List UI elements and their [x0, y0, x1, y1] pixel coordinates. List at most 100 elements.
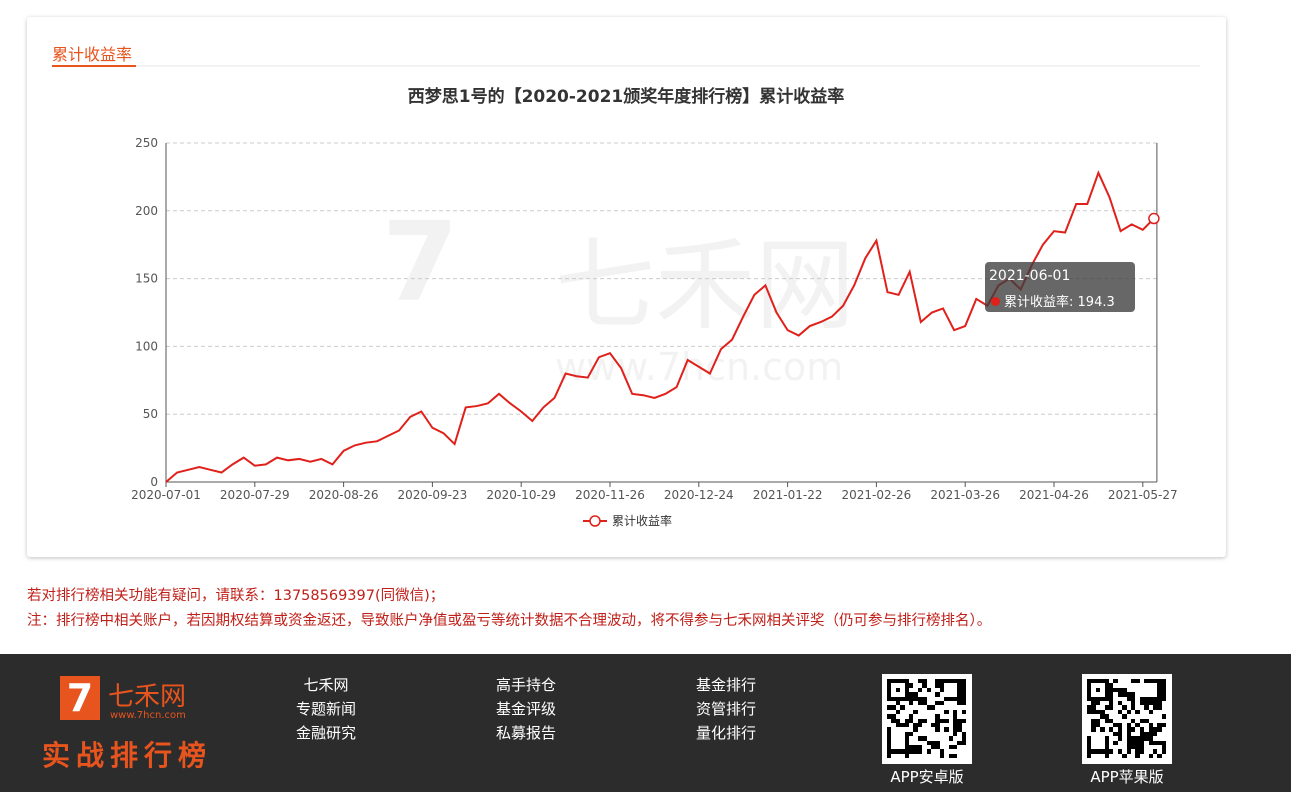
qr-cell — [1091, 696, 1096, 701]
qr-cell — [935, 714, 940, 719]
qr-cell — [1100, 749, 1105, 754]
section-title: 累计收益率 — [52, 45, 132, 64]
qr-cell — [1104, 692, 1109, 697]
app-label[interactable]: APP安卓版 — [890, 768, 964, 786]
qr-cell — [1095, 679, 1101, 684]
qr-cell — [1104, 718, 1109, 723]
qr-cell — [1131, 740, 1136, 745]
qr-cell — [1135, 723, 1140, 728]
footer-link[interactable]: 专题新闻 — [295, 700, 356, 718]
x-tick-label: 2020-08-26 — [309, 488, 379, 502]
tooltip-value: 194.3 — [1077, 295, 1115, 310]
qr-cell — [961, 736, 967, 741]
qr-cell — [913, 696, 918, 701]
hover-point — [1148, 212, 1160, 225]
qr-cell — [900, 696, 905, 701]
qr-cell — [887, 740, 892, 745]
qr-cell — [1161, 745, 1167, 750]
qr-cell — [957, 679, 962, 684]
footer-link[interactable]: 资管排行 — [695, 700, 756, 718]
qr-cell — [913, 692, 918, 697]
qr-cell — [1104, 753, 1109, 759]
qr-cell — [1095, 701, 1101, 706]
qr-cell — [1148, 740, 1153, 745]
footer-link[interactable]: 基金评级 — [495, 700, 556, 718]
qr-cell — [1161, 696, 1167, 701]
qr-cell — [1109, 749, 1114, 754]
qr-cell — [1117, 727, 1123, 732]
qr-cell — [887, 745, 892, 750]
qr-cell — [904, 753, 909, 759]
footer-link[interactable]: 七禾网 — [303, 676, 349, 694]
qr-cell — [1153, 731, 1158, 737]
qr-cell — [1087, 749, 1092, 754]
qr-cell — [1126, 749, 1131, 754]
x-tick-label: 2020-11-26 — [575, 488, 645, 502]
qr-cell — [957, 696, 962, 701]
qr-cell — [944, 696, 949, 701]
qr-cell — [961, 709, 967, 715]
qr-cell — [1131, 696, 1136, 701]
qr-cell — [887, 692, 892, 697]
qr-cell — [891, 696, 896, 701]
qr-cell — [1113, 731, 1118, 737]
qr-cell — [1148, 753, 1153, 759]
y-tick-label: 50 — [143, 407, 158, 421]
qr-cell — [926, 687, 931, 693]
qr-cell — [1104, 679, 1109, 684]
qr-cell — [961, 692, 967, 697]
chart-title: 西梦思1号的【2020-2021颁奖年度排行榜】累计收益率 — [408, 86, 845, 107]
qr-cell — [917, 701, 923, 706]
qr-cell — [887, 683, 892, 688]
qr-cell — [1126, 727, 1131, 732]
qr-cell — [922, 696, 927, 701]
qr-cell — [900, 705, 905, 710]
qr-cell — [913, 727, 918, 732]
qr-cell — [1131, 745, 1136, 750]
qr-cell — [1131, 679, 1136, 684]
qr-cell — [957, 687, 962, 693]
qr-cell — [953, 696, 958, 701]
qr-cell — [904, 740, 909, 745]
qr-cell — [1126, 723, 1131, 728]
qr-cell — [961, 740, 967, 745]
qr-cell — [1148, 709, 1153, 715]
qr-cell — [904, 687, 909, 693]
qr-cell — [895, 718, 901, 723]
y-tick-label: 100 — [135, 339, 158, 353]
qr-cell — [957, 740, 962, 745]
qr-cell — [1095, 709, 1101, 715]
qr-cell — [917, 687, 923, 693]
qr-cell — [1095, 749, 1101, 754]
qr-code — [882, 674, 972, 764]
qr-cell — [887, 714, 892, 719]
qr-cell — [948, 753, 953, 759]
qr-cell — [913, 745, 918, 750]
qr-cell — [1087, 740, 1092, 745]
qr-cell — [1153, 749, 1158, 754]
qr-cell — [1135, 740, 1140, 745]
qr-cell — [1122, 753, 1127, 759]
qr-cell — [1144, 679, 1149, 684]
app-label[interactable]: APP苹果版 — [1090, 768, 1164, 786]
qr-cell — [957, 723, 962, 728]
footer-link[interactable]: 私募报告 — [495, 724, 556, 742]
qr-cell — [1091, 727, 1096, 732]
footer-link[interactable]: 金融研究 — [295, 724, 356, 742]
qr-cell — [953, 718, 958, 723]
qr-cell — [1153, 701, 1158, 706]
x-tick-label: 2021-03-26 — [930, 488, 1000, 502]
qr-cell — [1139, 718, 1145, 723]
qr-cell — [1117, 687, 1123, 693]
watermark-logo: 7 — [382, 198, 459, 326]
footer-link[interactable]: 高手持仓 — [495, 676, 556, 694]
qr-cell — [904, 731, 909, 737]
footer-link[interactable]: 基金排行 — [695, 676, 756, 694]
qr-cell — [895, 709, 901, 715]
qr-cell — [1087, 709, 1092, 715]
qr-cell — [1104, 705, 1109, 710]
qr-cell — [1109, 727, 1114, 732]
qr-cell — [904, 683, 909, 688]
footer-link[interactable]: 量化排行 — [695, 724, 756, 742]
qr-cell — [1139, 701, 1145, 706]
